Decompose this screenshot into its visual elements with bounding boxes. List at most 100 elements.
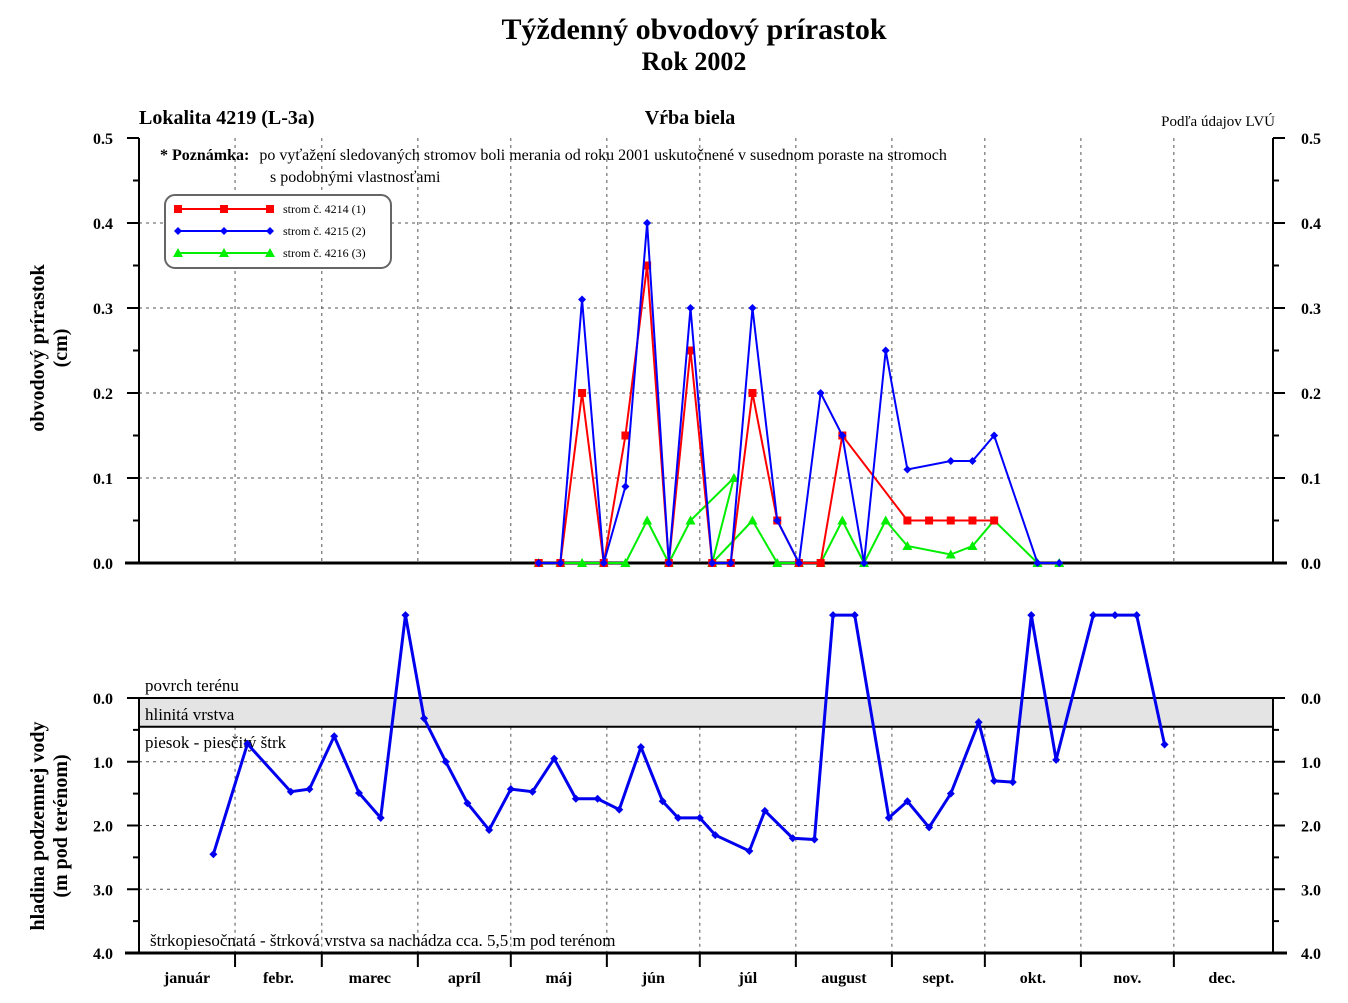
growth-data-point (881, 346, 890, 355)
legend-marker (266, 227, 274, 235)
water-ytick-label-left: 0.0 (93, 691, 113, 708)
growth-data-point (728, 473, 739, 482)
water-data-point (401, 611, 410, 620)
water-data-point (810, 835, 819, 844)
growth-ytick-label-right: 0.5 (1301, 131, 1321, 148)
month-label: nov. (1113, 970, 1141, 987)
growth-data-point (747, 515, 758, 525)
growth-ylabel-line2: (cm) (50, 329, 72, 368)
water-data-point (571, 794, 580, 803)
water-data-point (463, 799, 472, 808)
water-data-point (658, 797, 667, 806)
water-data-point (354, 788, 363, 797)
growth-data-point (816, 389, 825, 397)
growth-ytick-label-left: 0.2 (93, 386, 113, 403)
growth-data-point (968, 457, 977, 465)
legend-marker (173, 248, 183, 257)
growth-data-point (772, 558, 783, 567)
month-label: sept. (923, 970, 955, 987)
growth-data-point (860, 559, 869, 567)
growth-data-point (642, 515, 653, 525)
growth-data-point (1055, 559, 1064, 567)
legend-marker (265, 248, 275, 257)
growth-data-point (556, 559, 565, 567)
growth-data-point (686, 346, 695, 355)
growth-data-point (577, 558, 588, 567)
growth-data-point (708, 559, 717, 567)
growth-data-point (903, 516, 912, 525)
growth-data-point (838, 431, 847, 440)
month-axis: január febr. marec apríl máj jún júl august sept… (163, 953, 1235, 987)
month-label: apríl (448, 970, 481, 987)
growth-data-point (773, 516, 782, 525)
water-panel: 0.0 0.0 1.0 1.0 2.0 2.0 3.0 3.0 4.0 4.0 povrch te… (93, 611, 1321, 987)
growth-data-point (621, 482, 630, 491)
water-data-point (1110, 611, 1119, 620)
month-label: august (821, 970, 867, 987)
growth-data-point (816, 559, 825, 567)
water-series-line (211, 613, 1167, 855)
month-label: marec (349, 970, 391, 987)
growth-data-point (990, 431, 999, 440)
water-ytick-label-left: 1.0 (93, 755, 113, 772)
water-data-point (286, 787, 295, 796)
water-ylabel-line1: hladina podzemnej vody (27, 722, 49, 931)
legend-label: strom č. 4215 (2) (283, 224, 366, 238)
water-data-point (829, 611, 838, 620)
water-data-point (1089, 611, 1098, 620)
month-label: febr. (263, 970, 294, 987)
water-data-point (760, 806, 769, 815)
location-label: Lokalita 4219 (L-3a) (139, 107, 315, 129)
legend-marker (174, 227, 182, 235)
water-data-point (305, 785, 314, 794)
water-ytick-label-left: 4.0 (93, 946, 113, 963)
legend-marker (219, 248, 229, 257)
water-ylabel-line2: (m pod terénom) (50, 754, 72, 897)
growth-ytick-label-right: 0.0 (1301, 556, 1321, 573)
growth-series-1 (534, 261, 999, 567)
water-data-point (550, 754, 559, 763)
water-data-point (974, 718, 983, 727)
month-label: máj (545, 970, 572, 987)
growth-data-point (686, 304, 695, 312)
growth-data-point (578, 295, 587, 304)
growth-data-point (1033, 559, 1042, 567)
water-data-point (990, 776, 999, 785)
growth-data-point (946, 516, 955, 525)
water-data-point (1052, 755, 1061, 764)
water-ytick-label-right: 1.0 (1301, 755, 1321, 772)
water-data-point (485, 825, 494, 834)
water-data-point (745, 847, 754, 855)
water-data-point (209, 850, 218, 859)
source-label: Podľa údajov LVÚ (1161, 113, 1275, 130)
water-data-point (674, 813, 683, 822)
water-ytick-label-right: 2.0 (1301, 819, 1321, 836)
growth-ytick-label-left: 0.1 (93, 471, 113, 488)
water-data-point (376, 813, 385, 822)
layer-gravel-label: štrkopiesočnatá - štrková vrstva sa nach… (150, 931, 615, 950)
water-series (209, 611, 1169, 859)
growth-data-point (643, 261, 652, 270)
month-label: január (163, 970, 210, 987)
layer-surface-label: povrch terénu (145, 676, 239, 695)
growth-data-point (685, 515, 696, 525)
water-data-point (946, 789, 955, 798)
water-data-point (925, 823, 934, 832)
water-data-point (884, 813, 893, 822)
growth-data-point (880, 515, 891, 525)
growth-axes: 0.0 0.0 0.1 0.1 0.2 0.2 0.3 0.3 0.4 0.4 0.5 0.5 (93, 131, 1321, 573)
growth-data-point (599, 559, 608, 567)
water-data-point (420, 714, 429, 723)
water-data-point (243, 739, 252, 748)
growth-data-point (621, 431, 630, 440)
water-data-point (506, 785, 515, 794)
growth-data-point (837, 515, 848, 525)
growth-data-point (748, 304, 757, 312)
water-data-point (1160, 740, 1169, 749)
chart-subtitle: Rok 2002 (642, 47, 747, 76)
growth-data-point (748, 389, 757, 397)
growth-ytick-label-right: 0.2 (1301, 386, 1321, 403)
growth-data-point (990, 516, 999, 525)
growth-ytick-label-right: 0.4 (1301, 216, 1321, 233)
